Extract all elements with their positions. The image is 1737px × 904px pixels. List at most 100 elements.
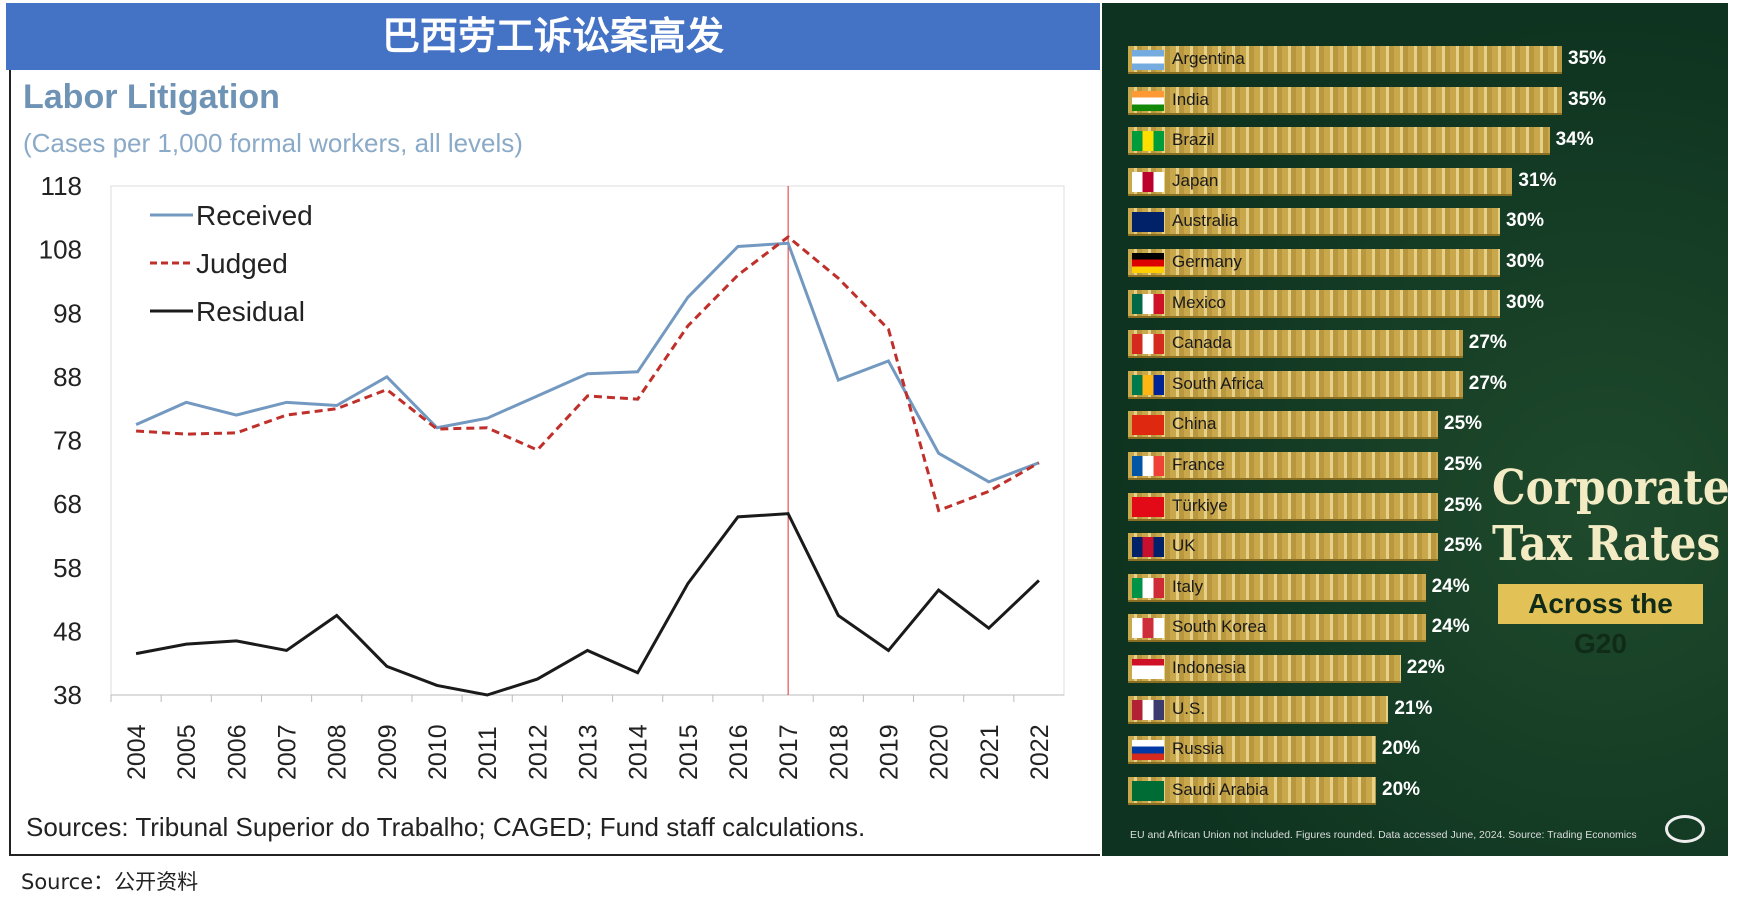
y-tick-label: 98 <box>53 298 82 328</box>
x-tick-label: 2019 <box>875 724 903 780</box>
country-label: South Korea <box>1172 617 1267 637</box>
flag-icon <box>1132 537 1164 558</box>
value-label: 20% <box>1382 778 1421 800</box>
brand-logo-icon <box>1665 815 1705 843</box>
flag-icon <box>1132 415 1164 436</box>
x-tick-label: 2017 <box>775 724 803 780</box>
flag-icon <box>1132 90 1164 111</box>
bar <box>1128 46 1562 74</box>
flag-icon <box>1132 50 1164 70</box>
country-label: China <box>1172 414 1217 434</box>
country-label: UK <box>1172 536 1196 556</box>
value-label: 35% <box>1568 88 1607 110</box>
series-line-judged <box>135 234 1040 513</box>
flag-icon <box>1132 456 1164 476</box>
bar <box>1128 411 1438 440</box>
x-tick-label: 2006 <box>223 724 251 780</box>
country-label: South Africa <box>1172 373 1264 393</box>
bar-chart-subtitle: Across the G20 <box>1498 584 1703 659</box>
chart-subtitle: (Cases per 1,000 formal workers, all lev… <box>23 128 523 158</box>
flag-icon <box>1132 293 1164 314</box>
x-tick-label: 2013 <box>575 724 603 780</box>
x-tick-label: 2011 <box>474 726 502 780</box>
flag-icon <box>1132 374 1164 395</box>
flag-icon <box>1132 334 1164 355</box>
series-line-received <box>135 241 1040 484</box>
bar <box>1128 289 1500 318</box>
value-label: 24% <box>1431 616 1470 638</box>
legend-label-judged: Judged <box>196 248 288 279</box>
x-tick-label: 2018 <box>825 724 853 780</box>
x-tick-label: 2012 <box>524 724 552 780</box>
country-label: Argentina <box>1172 49 1245 68</box>
value-label: 21% <box>1394 697 1433 719</box>
country-label: Italy <box>1172 576 1204 596</box>
x-tick-label: 2008 <box>324 724 352 780</box>
bar <box>1128 492 1438 521</box>
bar <box>1128 776 1376 805</box>
x-tick-label: 2005 <box>173 724 201 780</box>
value-label: 30% <box>1506 210 1545 232</box>
page-title: 巴西劳工诉讼案高发 <box>6 3 1100 70</box>
bar <box>1128 655 1401 683</box>
value-label: 20% <box>1382 738 1421 760</box>
value-label: 35% <box>1568 48 1607 69</box>
country-label: Australia <box>1172 211 1239 231</box>
legend-label-residual: Residual <box>196 296 305 327</box>
chart-sources: Sources: Tribunal Superior do Trabalho; … <box>26 812 866 842</box>
line-chart: 118 108 98 88 78 68 58 48 38 2004 2005 2006 2007 2008… <box>39 171 1065 780</box>
x-tick-label: 2020 <box>926 724 954 780</box>
x-tick-label: 2007 <box>274 724 302 780</box>
flag-icon <box>1132 618 1164 639</box>
value-label: 25% <box>1444 494 1483 516</box>
value-label: 30% <box>1506 251 1545 272</box>
flag-icon <box>1132 131 1164 152</box>
y-tick-label: 118 <box>41 171 82 201</box>
y-tick-label: 78 <box>53 426 82 456</box>
country-label: Canada <box>1172 333 1232 353</box>
flag-icon <box>1132 496 1164 517</box>
value-label: 25% <box>1444 454 1483 475</box>
country-label: India <box>1172 89 1209 109</box>
source-note: Source：公开资料 <box>21 870 199 894</box>
labor-litigation-panel <box>9 70 1100 856</box>
y-tick-label: 58 <box>53 553 82 583</box>
bar-chart-title: Corporate Tax Rates <box>1492 460 1730 572</box>
bar <box>1128 249 1500 277</box>
value-label: 27% <box>1468 332 1507 354</box>
country-label: Germany <box>1172 252 1242 271</box>
value-label: 34% <box>1555 129 1594 151</box>
flag-icon <box>1132 171 1164 192</box>
x-tick-label: 2015 <box>675 724 703 780</box>
y-tick-label: 68 <box>53 489 82 519</box>
bar <box>1128 127 1550 156</box>
country-label: Mexico <box>1172 292 1226 312</box>
x-tick-label: 2022 <box>1026 724 1054 780</box>
value-label: 25% <box>1444 413 1483 435</box>
flag-icon <box>1132 253 1164 273</box>
bar <box>1128 330 1463 359</box>
country-label: Saudi Arabia <box>1172 779 1269 799</box>
flag-icon <box>1132 212 1164 233</box>
value-label: 30% <box>1506 291 1545 313</box>
bar <box>1128 533 1438 562</box>
country-label: U.S. <box>1172 698 1206 718</box>
bar <box>1128 695 1389 724</box>
value-label: 27% <box>1468 372 1507 394</box>
country-label: Japan <box>1172 170 1219 190</box>
flag-icon <box>1132 740 1164 761</box>
flag-icon <box>1132 699 1164 720</box>
y-tick-label: 88 <box>53 362 82 392</box>
bar <box>1128 452 1438 480</box>
bar <box>1128 370 1463 399</box>
x-tick-label: 2021 <box>976 724 1004 780</box>
value-label: 22% <box>1406 657 1445 678</box>
x-tick-label: 2004 <box>123 724 151 780</box>
bar-chart-footer: EU and African Union not included. Figur… <box>1130 829 1637 841</box>
y-tick-label: 108 <box>39 235 82 265</box>
value-label: 24% <box>1431 575 1470 597</box>
x-tick-label: 2009 <box>374 724 402 780</box>
y-tick-label: 38 <box>53 680 82 710</box>
bar <box>1128 208 1500 237</box>
series-line-residual <box>135 512 1040 697</box>
